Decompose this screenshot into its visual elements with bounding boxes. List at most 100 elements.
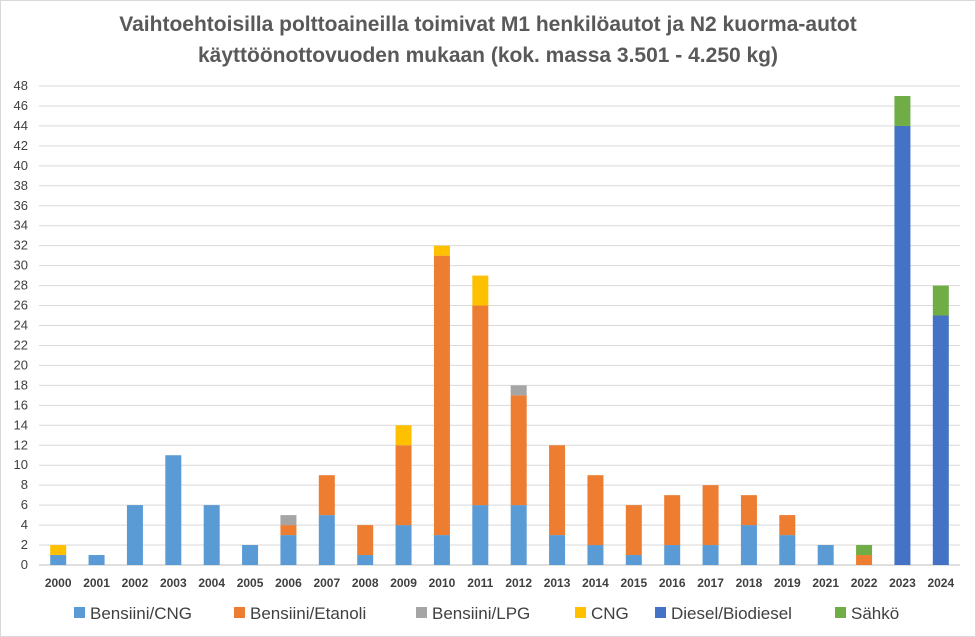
bar-segment	[932, 285, 949, 316]
bar-segment	[280, 535, 297, 565]
y-tick-label: 18	[14, 377, 28, 392]
y-tick-label: 12	[14, 437, 28, 452]
x-axis-ticks: 2000 2001 2002 2003 2004 2005 2006 2007 2008 2009…	[45, 576, 955, 590]
x-tick-label: 2008	[352, 576, 379, 590]
legend-label: Bensiini/Etanoli	[250, 604, 366, 623]
x-tick-label: 2007	[313, 576, 340, 590]
bar-segment	[433, 255, 450, 536]
legend-swatch	[655, 607, 666, 618]
bar-segment	[203, 505, 220, 565]
bar-segment	[395, 425, 412, 446]
y-tick-label: 0	[21, 557, 28, 572]
x-tick-label: 2010	[429, 576, 456, 590]
x-tick-label: 2003	[160, 576, 187, 590]
bar-segment	[587, 545, 604, 565]
bar-segment	[165, 455, 182, 565]
bar-segment	[242, 545, 259, 565]
bar-segment	[472, 505, 489, 565]
bar-segment	[357, 525, 374, 556]
y-tick-label: 36	[14, 198, 28, 213]
bar-segment	[318, 515, 335, 565]
bar-segment	[433, 245, 450, 256]
legend-label: Bensiini/CNG	[90, 604, 192, 623]
chart-title-line-2: käyttöönottovuoden mukaan (kok. massa 3.…	[197, 44, 779, 67]
bar-segment	[894, 125, 911, 566]
x-tick-label: 2017	[697, 576, 724, 590]
x-tick-label: 2009	[390, 576, 417, 590]
bar-segment	[395, 525, 412, 565]
x-tick-label: 2015	[620, 576, 647, 590]
y-tick-label: 8	[21, 477, 28, 492]
x-tick-label: 2005	[237, 576, 264, 590]
gridlines	[39, 85, 960, 566]
bar-segment	[126, 505, 143, 565]
y-tick-label: 48	[14, 78, 28, 93]
bar-segment	[702, 485, 719, 546]
legend: Bensiini/CNG Bensiini/Etanoli Bensiini/LPG…	[74, 604, 899, 623]
bar-segment	[625, 505, 642, 556]
y-tick-label: 44	[14, 118, 28, 133]
x-tick-label: 2023	[889, 576, 916, 590]
bar-segment	[472, 305, 489, 506]
legend-swatch	[74, 607, 85, 618]
bar-segment	[510, 385, 527, 396]
bar-segment	[856, 545, 873, 556]
y-tick-label: 2	[21, 537, 28, 552]
bar-segment	[510, 505, 527, 565]
bar-segment	[357, 555, 374, 565]
bar-segment	[894, 95, 911, 126]
x-tick-label: 2000	[45, 576, 72, 590]
x-tick-label: 2019	[774, 576, 801, 590]
x-tick-label: 2021	[812, 576, 839, 590]
legend-label: Bensiini/LPG	[432, 604, 530, 623]
bar-segment	[88, 555, 105, 565]
y-axis-ticks: 0246810121416182022242628303234363840424…	[14, 78, 28, 572]
x-tick-label: 2024	[927, 576, 954, 590]
x-tick-label: 2022	[851, 576, 878, 590]
legend-swatch	[575, 607, 586, 618]
y-tick-label: 6	[21, 497, 28, 512]
chart-title-line-1: Vaihtoehtoisilla polttoaineilla toimivat…	[119, 13, 857, 36]
y-tick-label: 10	[14, 457, 28, 472]
bar-segment	[740, 495, 757, 526]
legend-swatch	[234, 607, 245, 618]
bar-segment	[50, 555, 67, 565]
y-tick-label: 42	[14, 138, 28, 153]
bar-segment	[280, 525, 297, 536]
legend-label: CNG	[591, 604, 629, 623]
y-tick-label: 4	[21, 517, 28, 532]
bar-segment	[433, 535, 450, 565]
bar-segment	[318, 475, 335, 516]
x-tick-label: 2004	[198, 576, 225, 590]
bar-segment	[50, 545, 67, 556]
x-tick-label: 2006	[275, 576, 302, 590]
y-tick-label: 14	[14, 417, 28, 432]
y-tick-label: 38	[14, 178, 28, 193]
y-tick-label: 46	[14, 98, 28, 113]
bar-segment	[817, 545, 834, 565]
bar-segment	[472, 275, 489, 306]
bar-segment	[702, 545, 719, 565]
bar-segment	[779, 515, 796, 536]
bar-segment	[740, 525, 757, 565]
x-tick-label: 2001	[83, 576, 110, 590]
bar-segment	[779, 535, 796, 565]
x-tick-label: 2011	[467, 576, 493, 590]
y-tick-label: 16	[14, 397, 28, 412]
y-tick-label: 26	[14, 298, 28, 313]
bar-segment	[510, 395, 527, 506]
bars	[50, 95, 949, 566]
y-tick-label: 32	[14, 238, 28, 253]
y-tick-label: 22	[14, 337, 28, 352]
legend-label: Diesel/Biodiesel	[671, 604, 792, 623]
bar-segment	[664, 495, 681, 546]
legend-swatch	[416, 607, 427, 618]
x-tick-label: 2013	[544, 576, 571, 590]
bar-segment	[625, 555, 642, 565]
x-tick-label: 2016	[659, 576, 686, 590]
bar-segment	[587, 475, 604, 546]
y-tick-label: 24	[14, 318, 28, 333]
legend-label: Sähkö	[851, 604, 899, 623]
x-tick-label: 2012	[505, 576, 532, 590]
